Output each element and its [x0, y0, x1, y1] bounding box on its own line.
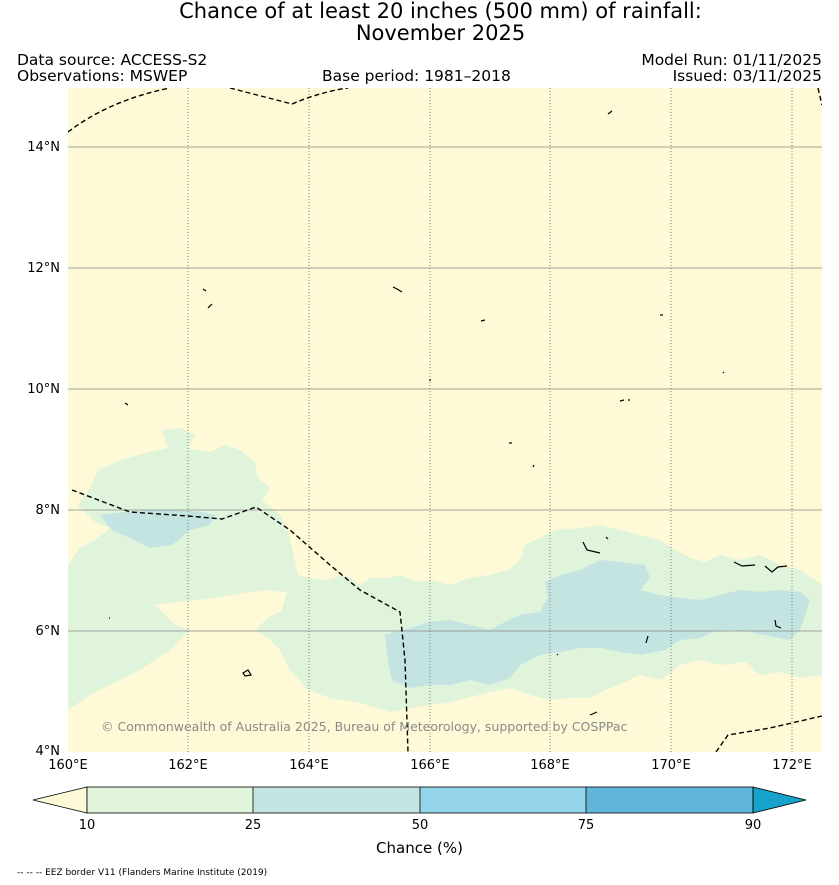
colorbar-tick-50: 50 — [411, 818, 429, 833]
lat-label-4n: 4°N — [35, 744, 61, 759]
lat-label-10n: 10°N — [27, 382, 60, 397]
probability-region-25-50 — [100, 510, 215, 548]
eez-legend: -- -- -- EEZ border V11 (Flanders Marine… — [17, 868, 268, 878]
colorbar-arrow-low — [32, 786, 88, 814]
model-run: Model Run: 01/11/2025 — [641, 51, 822, 69]
colorbar-tick-90: 90 — [744, 818, 762, 833]
colorbar — [32, 786, 807, 814]
issued-date: Issued: 03/11/2025 — [672, 67, 822, 85]
colorbar-tick-25: 25 — [244, 818, 262, 833]
lat-label-8n: 8°N — [35, 503, 61, 518]
map-title-line2: November 2025 — [355, 21, 526, 45]
probability-region-25-50-east — [385, 560, 810, 688]
copyright-notice: © Commonwealth of Australia 2025, Bureau… — [101, 719, 628, 734]
lon-label-166e: 166°E — [410, 758, 450, 773]
lat-label-14n: 14°N — [27, 140, 60, 155]
lon-label-162e: 162°E — [168, 758, 208, 773]
lon-label-160e: 160°E — [48, 758, 88, 773]
eez-borders — [68, 88, 822, 752]
lon-label-164e: 164°E — [289, 758, 329, 773]
colorbar-segment-50-75 — [420, 787, 586, 813]
latitude-gridlines — [68, 146, 822, 632]
data-source: Data source: ACCESS-S2 — [17, 51, 208, 69]
colorbar-segment-10-25 — [87, 787, 253, 813]
islands — [109, 110, 788, 716]
colorbar-segment-25-50 — [253, 787, 420, 813]
lon-label-172e: 172°E — [772, 758, 812, 773]
colorbar-tick-75: 75 — [577, 818, 595, 833]
lat-label-12n: 12°N — [27, 261, 60, 276]
lon-label-170e: 170°E — [651, 758, 691, 773]
map-title-line1: Chance of at least 20 inches (500 mm) of… — [179, 0, 702, 23]
lon-label-168e: 168°E — [530, 758, 570, 773]
colorbar-arrow-high — [752, 786, 807, 814]
colorbar-tick-10: 10 — [78, 818, 96, 833]
base-period: Base period: 1981–2018 — [322, 67, 511, 85]
lat-label-6n: 6°N — [35, 624, 61, 639]
colorbar-label: Chance (%) — [376, 839, 463, 857]
observations: Observations: MSWEP — [17, 67, 188, 85]
colorbar-segment-75-90 — [586, 787, 753, 813]
